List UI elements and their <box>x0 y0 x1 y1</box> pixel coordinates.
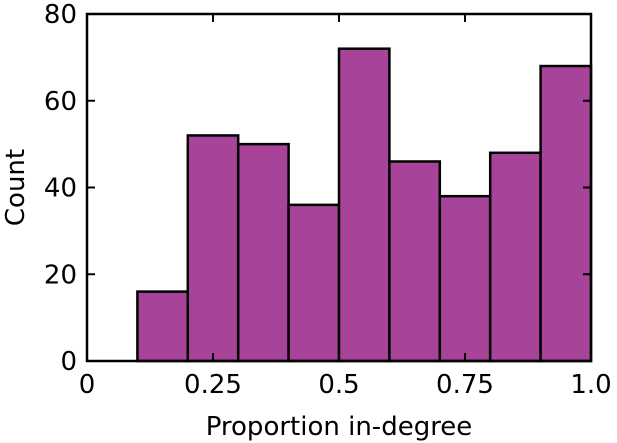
x-tick-label-2: 0.5 <box>318 370 359 400</box>
y-tick-label-2: 40 <box>44 174 77 204</box>
x-tick-label-1: 0.25 <box>184 370 242 400</box>
histogram-bar-6 <box>388 160 442 363</box>
histogram-bar-4 <box>287 203 341 363</box>
bars-layer <box>136 47 593 363</box>
x-tick-label-4: 1.0 <box>570 370 611 400</box>
plot-frame <box>85 12 593 363</box>
histogram-bar-7 <box>438 194 492 363</box>
y-tick-label-0: 0 <box>60 347 77 377</box>
histogram-bar-1 <box>136 290 190 363</box>
histogram-bar-5 <box>337 47 391 363</box>
x-tick-label-3: 0.75 <box>436 370 494 400</box>
histogram-bar-9 <box>539 64 593 363</box>
y-tick-label-4: 80 <box>44 0 77 30</box>
x-axis-title: Proportion in-degree <box>206 412 473 442</box>
histogram-bar-8 <box>488 151 542 363</box>
y-tick-label-3: 60 <box>44 87 77 117</box>
y-axis-title: Count <box>1 149 31 226</box>
tick-labels-layer: 0 0.25 0.5 0.75 1.0 0 20 40 60 80 <box>44 0 612 400</box>
x-tick-label-0: 0 <box>79 370 96 400</box>
histogram-bar-3 <box>236 142 290 363</box>
histogram-bar-2 <box>186 134 240 363</box>
y-tick-label-1: 20 <box>44 260 77 290</box>
